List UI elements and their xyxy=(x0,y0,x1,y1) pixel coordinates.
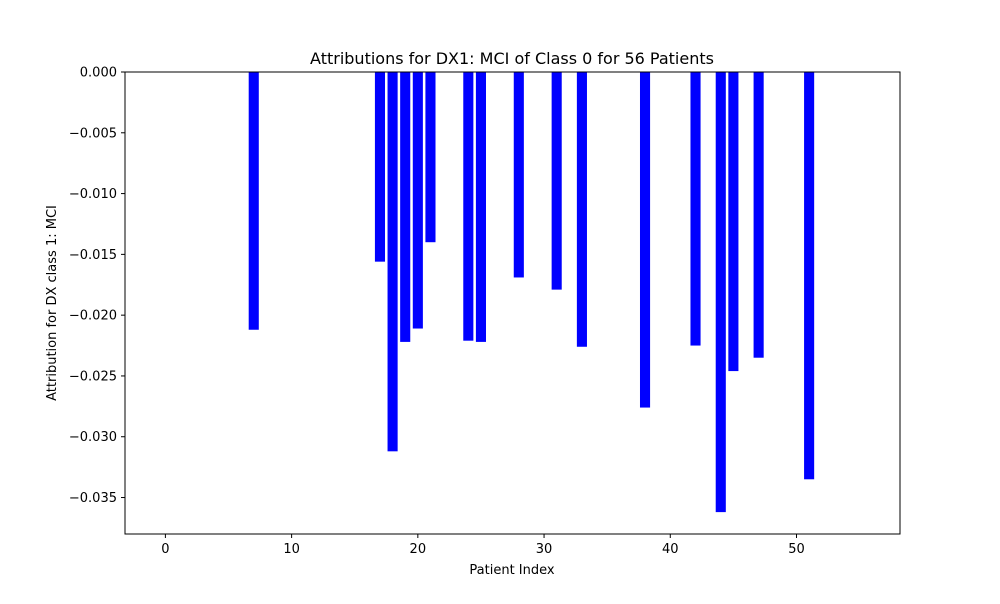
x-tick-label: 50 xyxy=(788,542,805,557)
y-axis-label: Attribution for DX class 1: MCI xyxy=(45,205,60,401)
bar-patient-17 xyxy=(374,72,386,262)
x-axis-label: Patient Index xyxy=(469,563,554,578)
bars-group xyxy=(248,72,815,513)
x-tick-label: 40 xyxy=(662,542,679,557)
y-tick-label: −0.025 xyxy=(69,369,117,384)
bar-patient-20 xyxy=(412,72,423,329)
bar-patient-25 xyxy=(475,72,486,342)
x-axis-ticks: 0 10 20 30 40 50 xyxy=(161,534,805,557)
bar-patient-42 xyxy=(690,72,701,346)
x-tick-label: 20 xyxy=(410,542,427,557)
bar-patient-51 xyxy=(804,72,815,480)
y-tick-label: 0.000 xyxy=(80,66,117,81)
y-tick-label: −0.030 xyxy=(69,430,117,445)
bar-patient-18 xyxy=(387,72,398,452)
y-tick-label: −0.015 xyxy=(69,248,117,263)
bar-patient-44 xyxy=(715,72,726,513)
bar-patient-45 xyxy=(728,72,739,372)
x-tick-label: 30 xyxy=(536,542,553,557)
bar-patient-38 xyxy=(639,72,651,408)
x-tick-label: 10 xyxy=(283,542,300,557)
bar-patient-7 xyxy=(248,72,259,330)
bar-patient-19 xyxy=(400,72,411,342)
bar-patient-47 xyxy=(753,72,764,358)
bar-patient-24 xyxy=(463,72,474,341)
bar-patient-21 xyxy=(425,72,436,243)
bar-patient-31 xyxy=(551,72,562,290)
chart-title: Attributions for DX1: MCI of Class 0 for… xyxy=(310,49,714,68)
y-tick-label: −0.010 xyxy=(69,187,117,202)
x-tick-label: 0 xyxy=(161,542,169,557)
y-axis-ticks: 0.000 −0.005 −0.010 −0.015 −0.020 −0.025 −0.03… xyxy=(69,66,125,506)
bar-patient-28 xyxy=(513,72,524,278)
bar-patient-33 xyxy=(576,72,587,347)
y-tick-label: −0.035 xyxy=(69,491,117,506)
y-tick-label: −0.005 xyxy=(69,126,117,141)
y-tick-label: −0.020 xyxy=(69,309,117,324)
plot-frame xyxy=(124,71,901,535)
